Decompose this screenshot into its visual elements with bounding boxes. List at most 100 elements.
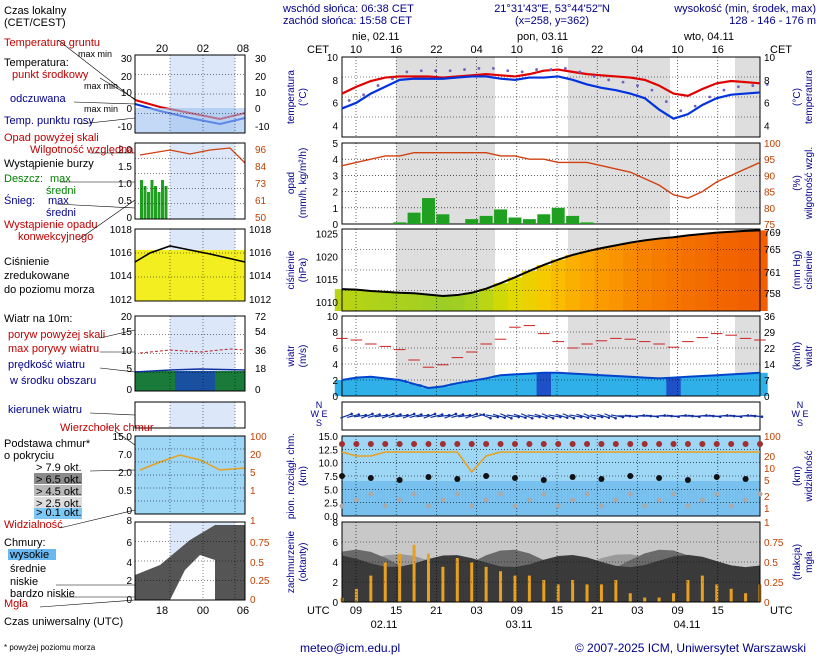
wind-arrow [562,413,575,419]
cloud-top-dot [483,441,490,447]
cloud-top-dot [757,441,763,447]
fog-tick: 0.75 [764,538,784,549]
cov-tick: 6 [332,538,338,549]
wind-arrow [346,413,359,419]
dew-point [419,69,423,73]
wind-arrow [416,414,429,418]
utc-day-2: 04.11 [674,619,701,631]
wind-arrow-head [524,416,527,419]
small-hum-tick: 73 [255,179,267,190]
pressure-line [341,229,761,297]
small-wind-tick: 20 [121,312,133,323]
cloud-base-dot-light [411,491,417,497]
hum-tick: 95 [764,155,776,166]
cloud-base-dot [684,477,691,483]
wind-arrow-head [433,412,437,416]
wind-arrow-head [565,416,569,419]
cloud-band-low [342,481,760,516]
small-utc-tick-0: 18 [156,605,168,617]
vis-tick: 5 [764,476,770,487]
rain-axis-unit: (mm/h, kg/m²/h) [298,148,309,219]
small-temp-tick-r: 20 [255,72,267,83]
cloud-base-dot-light [512,503,518,509]
legend-okt01-bg [34,508,82,519]
cet-tick-7: 04 [631,44,643,56]
wind-arrow-head [475,412,479,416]
wind-arrow [437,414,450,418]
vis-axis-unit: (km) [792,466,803,486]
rain-bar [393,222,407,224]
day-label-1: pon, 03.11 [517,31,568,43]
legend-text-28: w środku obszaru [9,375,96,387]
small-hum-tick: 84 [255,162,267,173]
legend-okt45-bg [34,485,82,496]
mmhg-tick: 765 [764,245,781,256]
cloud-base-dot-light [714,491,720,497]
cloud-base-dot [713,474,720,480]
wind-arrow-head [530,416,534,420]
wind-speed-column [478,378,494,396]
small-wind-tick: 15 [121,327,133,338]
rain-bar [421,198,435,224]
fog-bar [700,575,704,602]
fog-bar [499,571,503,602]
legend-text-33: > 7.9 okt. [36,462,82,474]
wind-arrow-head [399,413,402,416]
small-cover-gap [170,555,215,600]
cloud-layer-2 [342,554,760,602]
small-kmh-tick: 36 [255,346,267,357]
wind-arrow-head [503,416,506,419]
height-values: 128 - 146 - 176 m [729,15,816,27]
fog-bar [398,553,402,602]
legend-leader-1 [99,77,136,100]
dew-point [708,95,711,99]
small-cov-tick: 8 [126,516,132,527]
pressure-column [623,242,638,311]
small-press-tick-r: 1018 [249,225,272,236]
hum-tick: 100 [764,139,781,150]
dew-point [549,68,553,71]
wind-speed-line [341,371,761,390]
small-vis-line [139,454,246,471]
cov-panel-border [341,521,761,603]
small-press-line [134,245,246,263]
small-rain-bar [140,180,143,219]
cloud-top-dot [656,441,663,447]
cloud-tick: 0.0 [324,512,338,523]
wind-arrow [597,413,610,419]
wind-axis-label: wiatr [286,345,297,368]
cloud-base-dot-light [699,497,705,503]
cov-axis-unit: (oktanty) [298,543,309,582]
day-label-0: nie, 02.11 [352,31,400,43]
wind-speed-column [435,386,451,396]
cloud-base-dot [396,477,403,483]
wind-arrow [381,413,394,419]
fog-bar [513,575,517,602]
small-cov-tick: 4 [126,558,132,569]
wind-arrow [340,413,352,419]
sunrise-text: wschód słońca: 06:38 CET [282,3,414,15]
wind-arrow [541,413,554,419]
wind-arrow [361,413,373,419]
cloud-top-dot [526,441,533,447]
pressure-column [680,235,696,311]
small-hum-line [139,147,246,164]
legend-text-34: > 6.5 okt. [36,474,82,486]
utc-tick-2: 21 [430,605,442,617]
small-cet-tick-1: 02 [197,43,209,55]
cloud-top-dot [684,441,691,447]
dew-point [535,68,538,71]
fog-bar [369,575,373,602]
cloud-tick: 10.0 [319,459,339,470]
wind-arrow-head [461,413,465,416]
dew-point [491,67,495,70]
wind-axis-label-right: wiatr [804,345,815,368]
wind-speed-column [363,376,379,396]
kmh-tick: 7 [764,376,770,387]
small-cov-tick: 6 [126,538,132,549]
wind-speed-column [464,380,480,396]
cloud-base-dot [367,475,374,481]
press-tick: 1015 [316,275,339,286]
wind-arrow-head [392,412,395,416]
